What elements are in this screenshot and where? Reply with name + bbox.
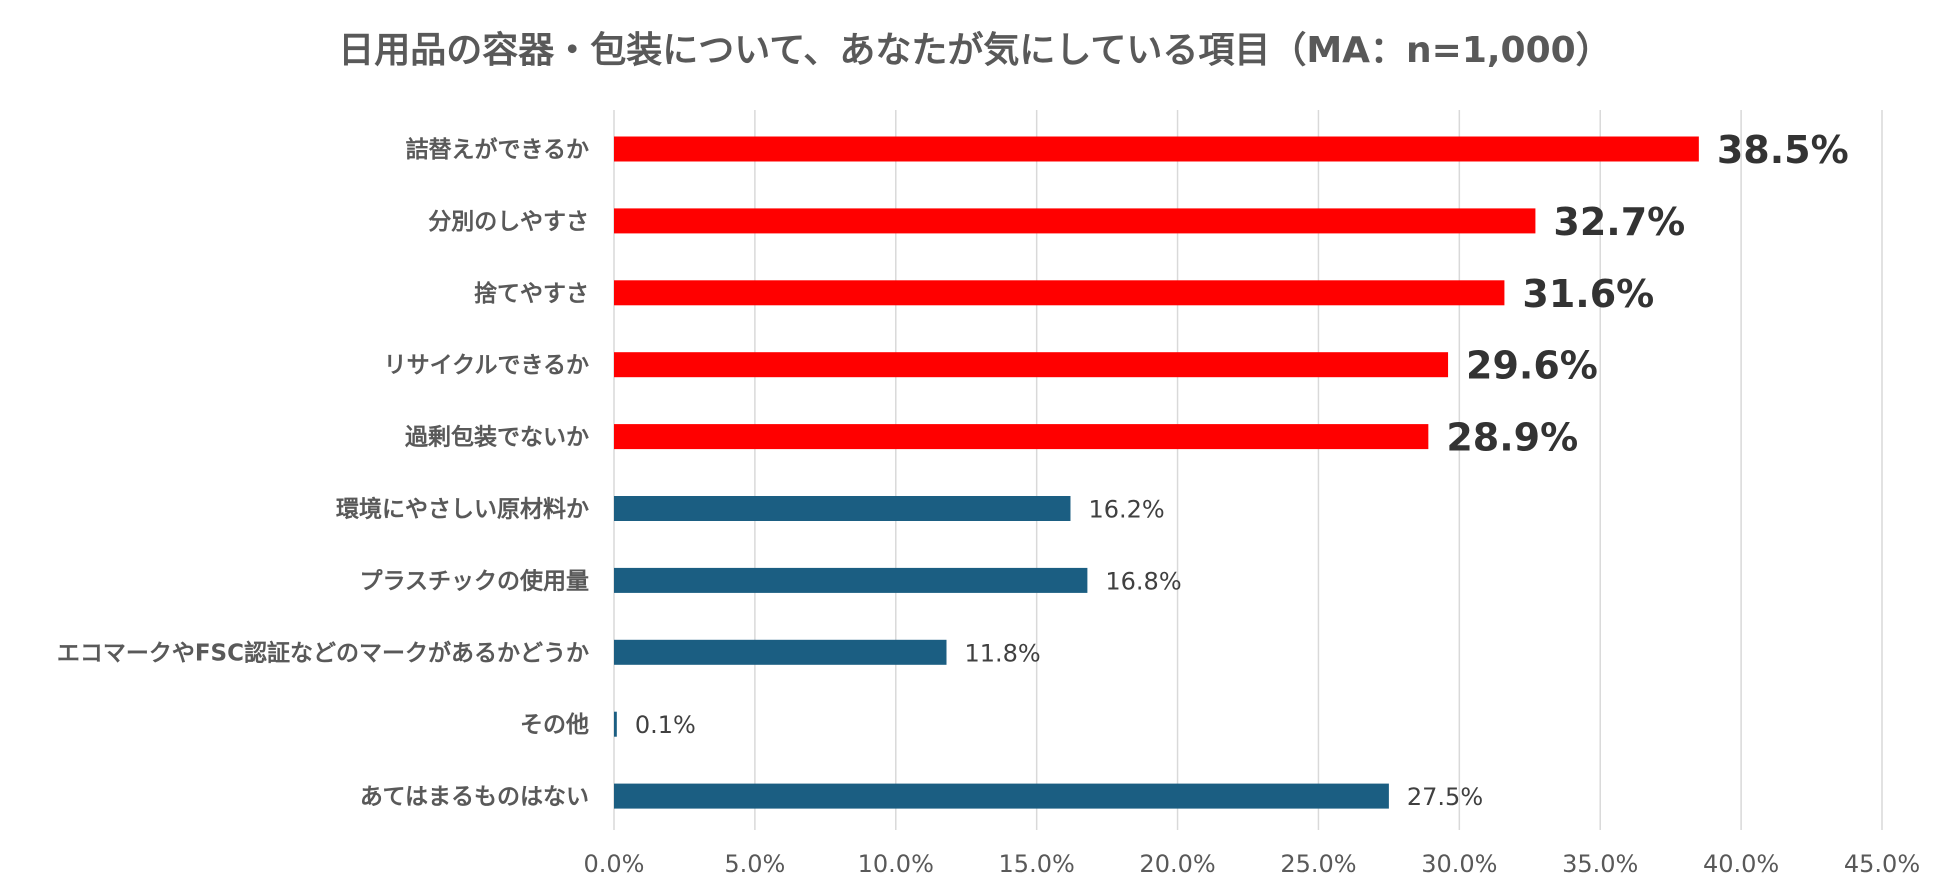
x-tick-label: 25.0%	[1280, 850, 1356, 878]
category-label: 詰替えができるか	[405, 136, 589, 163]
bar-8	[614, 639, 947, 665]
bar-3	[614, 280, 1505, 306]
bar-1	[614, 136, 1699, 162]
bar-9	[614, 711, 617, 737]
bar-10	[614, 783, 1389, 809]
category-label: 過剰包装でないか	[405, 424, 589, 451]
value-label: 0.1%	[635, 711, 696, 739]
category-label: エコマークやFSC認証などのマークがあるかどうか	[57, 639, 589, 666]
chart-title: 日用品の容器・包装について、あなたが気にしている項目（MA：n=1,000）	[338, 30, 1611, 71]
x-tick-label: 35.0%	[1562, 850, 1638, 878]
x-tick-label: 20.0%	[1139, 850, 1215, 878]
x-tick-label: 10.0%	[858, 850, 934, 878]
x-tick-label: 45.0%	[1844, 850, 1920, 878]
x-axis-tick-labels: 0.0% 5.0% 10.0% 15.0% 20.0% 25.0% 30.0% 35.0% 40…	[584, 850, 1921, 878]
category-label: 捨てやすさ	[474, 280, 589, 307]
value-label: 32.7%	[1553, 200, 1685, 244]
x-tick-label: 15.0%	[999, 850, 1075, 878]
value-label: 16.8%	[1105, 567, 1181, 595]
value-label: 28.9%	[1446, 416, 1578, 460]
value-label: 38.5%	[1717, 128, 1849, 172]
bar-6	[614, 496, 1071, 521]
bar-4	[614, 352, 1449, 378]
category-labels: 詰替えができるか分別のしやすさ捨てやすさリサイクルできるか過剰包装でないか環境に…	[57, 136, 589, 810]
category-label: プラスチックの使用量	[359, 568, 589, 594]
category-label: 環境にやさしい原材料か	[336, 496, 589, 523]
value-label: 16.2%	[1088, 496, 1164, 524]
category-label: あてはまるものはない	[360, 784, 589, 810]
bar-2	[614, 208, 1536, 234]
value-label: 29.6%	[1466, 344, 1598, 388]
category-label: その他	[520, 712, 589, 738]
value-labels: 38.5% 32.7% 31.6% 29.6% 28.9% 16.2% 16.8% 11.8%…	[635, 128, 1849, 811]
value-label: 31.6%	[1522, 272, 1654, 316]
x-tick-label: 40.0%	[1703, 850, 1779, 878]
bar-5	[614, 424, 1429, 450]
value-label: 11.8%	[964, 639, 1040, 667]
bars	[614, 136, 1699, 809]
category-label: リサイクルできるか	[384, 353, 589, 379]
bar-7	[614, 567, 1088, 593]
category-label: 分別のしやすさ	[428, 209, 589, 235]
value-label: 27.5%	[1407, 783, 1483, 811]
x-tick-label: 5.0%	[724, 850, 785, 878]
x-tick-label: 30.0%	[1421, 850, 1497, 878]
x-tick-label: 0.0%	[584, 850, 645, 878]
